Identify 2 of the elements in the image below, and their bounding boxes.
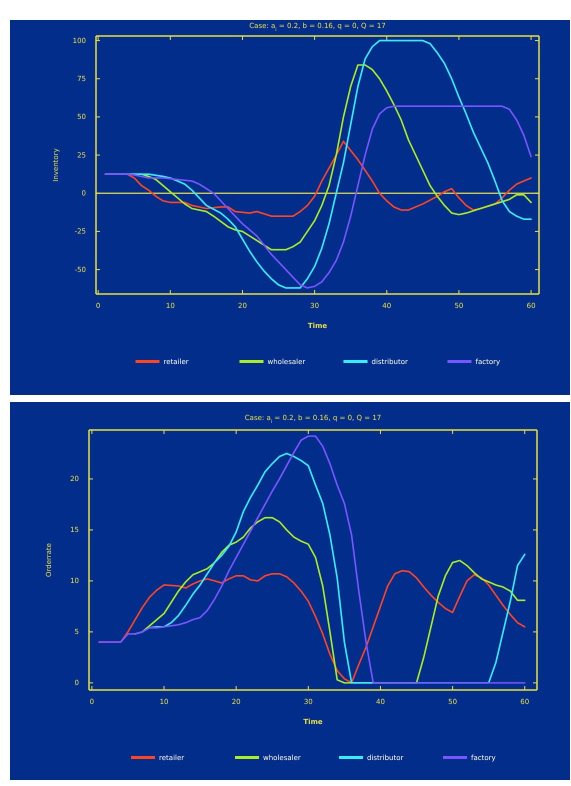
line-series bbox=[104, 105, 532, 289]
line-series bbox=[98, 435, 526, 684]
